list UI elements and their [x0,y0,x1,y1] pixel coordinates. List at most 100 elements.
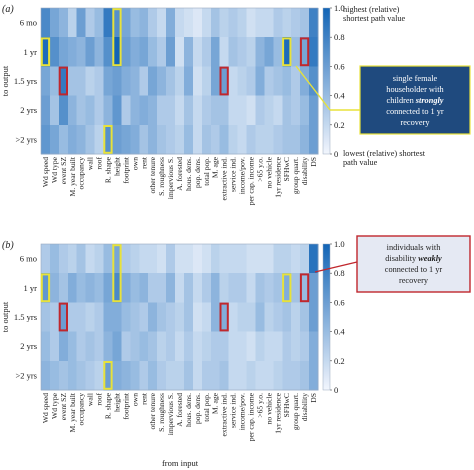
heatmap-cell [49,302,60,332]
column-label: occupancy [77,157,86,190]
heatmap-cell [291,95,301,126]
heatmap-cell [309,302,319,332]
heatmap-cell [76,331,86,362]
heatmap-cell [219,302,229,332]
heatmap-cell [237,360,247,391]
heatmap-cell [291,66,301,96]
heatmap-cell [264,95,274,126]
heatmap-cell [300,360,310,391]
column-label: occupancy [77,393,86,426]
column-label: group quart. [291,157,300,194]
column-label: 1yr residence [273,392,282,433]
highlight-box [58,302,69,332]
heatmap-cell [300,95,310,126]
heatmap-cell [201,244,212,274]
heatmap-cell [94,302,104,332]
heatmap-cell [76,37,86,67]
column-label: M. year built [68,156,77,196]
column-label: roof [95,157,104,170]
heatmap-cell [121,360,131,391]
heatmap-cell [228,360,238,391]
column-label: per cap. income [247,156,256,205]
heatmap-cell [183,8,194,38]
heatmap-cell [157,66,167,96]
heatmap-cell [210,8,221,38]
column-label: per cap. income [247,392,256,441]
heatmap-cell [121,244,131,274]
heatmap-cell [67,124,78,155]
heatmap-cell [246,8,256,38]
heatmap-cell [130,95,140,126]
heatmap-cell [112,331,122,362]
column-label: roof [95,393,104,406]
heatmap-cell [255,360,265,391]
highlight-box [40,37,51,67]
heatmap-cell [219,8,229,38]
heatmap-cell [148,124,158,155]
heatmap-cell [121,66,131,96]
heatmap-cell [85,302,95,332]
heatmap-cell [219,95,229,126]
heatmap-cell [282,302,292,332]
highlight-box [103,361,113,390]
heatmap-cell [264,331,274,362]
column-label: Wd type [50,392,59,419]
column-label: M. age [211,392,220,414]
colorbar-bottom-label: lowest (relative) shortest path value [343,149,426,167]
column-label: height [113,156,122,176]
column-label: R. shape [104,156,113,183]
heatmap-cell [130,37,140,67]
heatmap-cell [255,273,265,303]
heatmap-cell [166,8,176,38]
heatmap-frame [40,243,319,391]
heatmap-cell [201,8,212,38]
heatmap-cell [210,37,221,67]
colorbar-tick-label: 0.6 [334,297,345,307]
heatmap-cell [282,95,292,126]
heatmap-cell [130,360,140,391]
heatmap-cell [192,95,203,126]
heatmap-cell [210,95,221,126]
heatmap-cell [94,8,104,38]
heatmap-cell [282,66,292,96]
heatmap-cell [139,8,149,38]
heatmap-cell [282,331,292,362]
heatmap-cell [112,244,122,274]
heatmap-cell [49,331,60,362]
heatmap-cell [192,37,203,67]
column-label: no vehicle [264,392,273,424]
panel-a: (a) to output 6 mo 1 yr 1.5 yrs 2 yrs >2 yrs Wd… [0,3,471,205]
heatmap-cell [264,360,274,391]
heatmap-cell [121,95,131,126]
heatmap-cell [67,273,78,303]
row-label: 2 yrs [20,341,37,351]
heatmap-cell [157,124,167,155]
heatmap-cell [157,8,167,38]
highlight-box [112,244,122,303]
heatmap-cell [183,66,194,96]
heatmap-cell [300,8,310,38]
callout-text: individuals with disability weakly connect… [385,243,443,285]
heatmap-cell [67,8,78,38]
heatmap-cell [157,302,167,332]
heatmap-cell [175,273,185,303]
heatmap-cell [228,302,238,332]
heatmap-cell [67,360,78,391]
heatmap-cell [175,124,185,155]
heatmap-cell [58,37,69,67]
column-label: other tenure [148,392,157,429]
column-label: footprint [121,392,130,419]
heatmap-cell [291,37,301,67]
heatmap-cell [166,302,176,332]
heatmap-cell [130,66,140,96]
column-label: income/pov. [238,157,247,194]
heatmap-cell [255,124,265,155]
heatmap-cell [130,124,140,155]
heatmap-cell [237,244,247,274]
heatmap-cell [219,360,229,391]
column-label: extractive ind. [220,393,229,437]
heatmap-cell [94,244,104,274]
heatmap-cell [219,331,229,362]
heatmap-cell [273,37,283,67]
colorbar-tick-label: 0.2 [334,356,345,366]
